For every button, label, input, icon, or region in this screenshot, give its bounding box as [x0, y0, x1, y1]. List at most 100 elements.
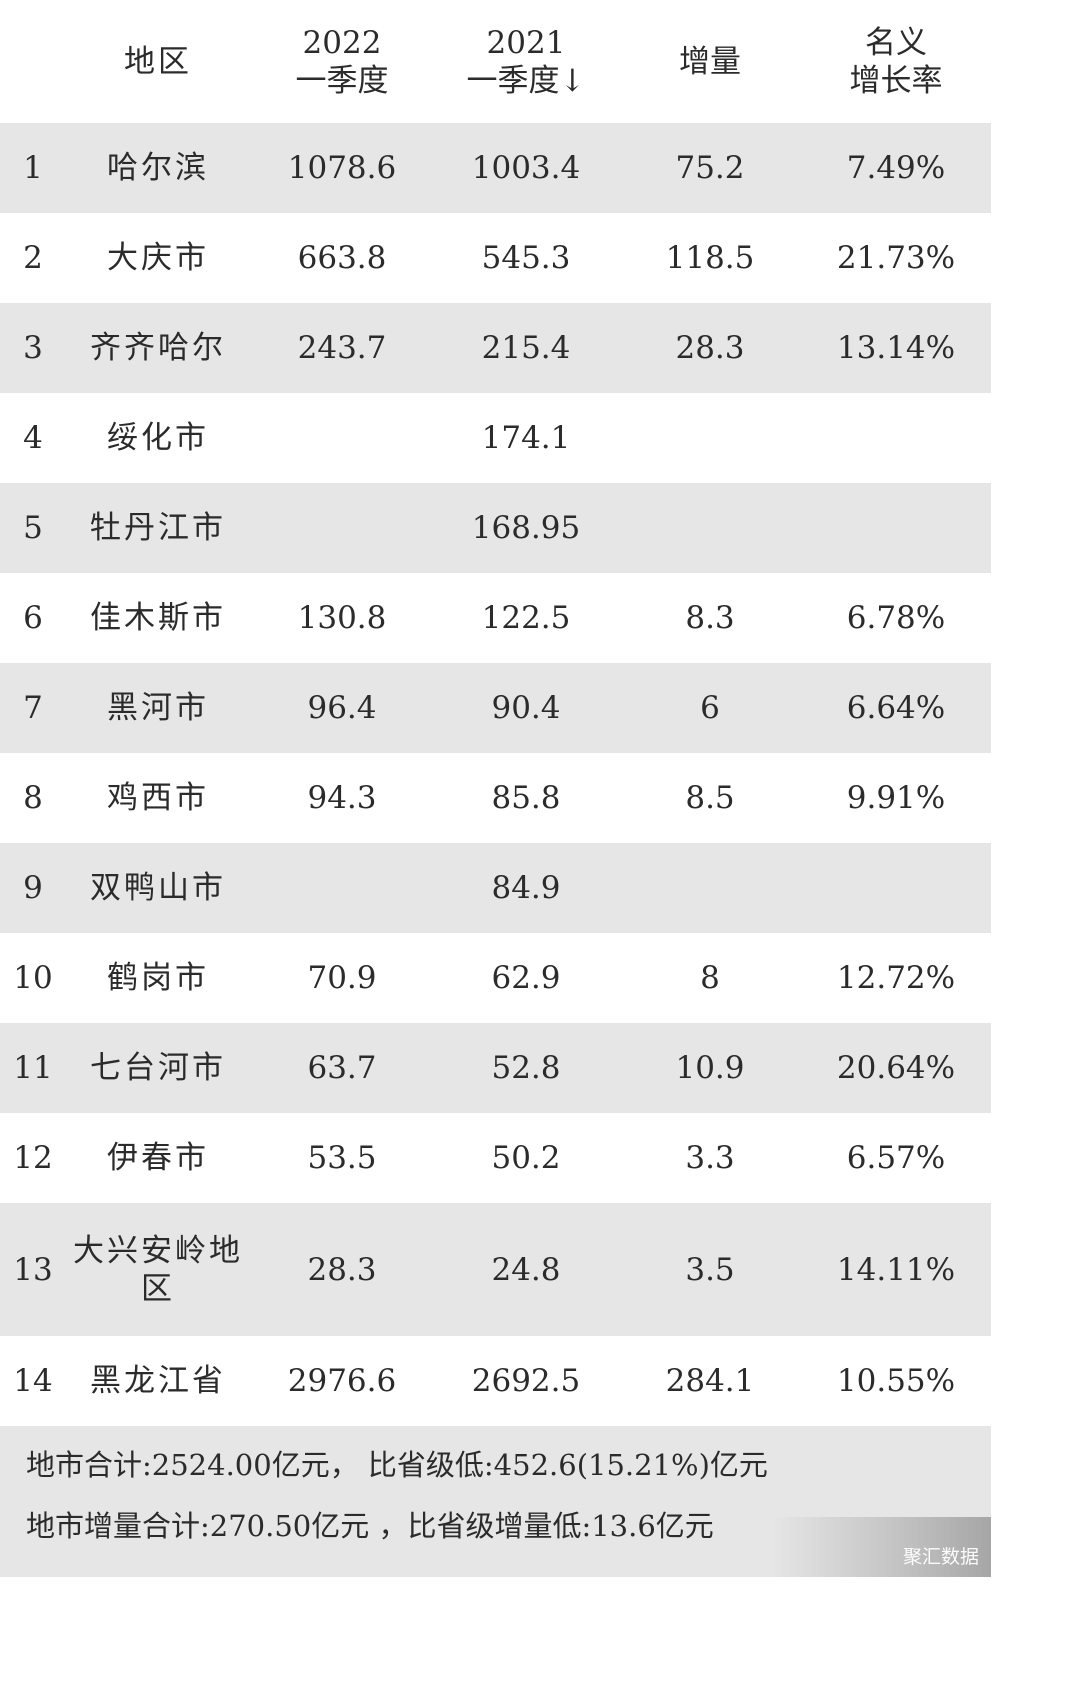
- row-value-2021: 545.3: [481, 240, 571, 276]
- header-rate-line2: 增长率: [849, 62, 943, 99]
- header-rate-line1: 名义: [865, 24, 927, 61]
- row-increment: 8.5: [685, 780, 735, 816]
- table-row: 13 大兴安岭地 区 28.3 24.8 3.5 14.11%: [0, 1203, 991, 1336]
- row-region: 哈尔滨: [107, 150, 209, 186]
- right-margin: [991, 0, 1079, 1708]
- row-value-2021: 24.8: [491, 1251, 561, 1288]
- row-increment: 8: [700, 960, 720, 996]
- row-index: 8: [23, 780, 43, 816]
- row-region: 鹤岗市: [107, 960, 209, 996]
- row-region: 伊春市: [107, 1140, 209, 1176]
- header-2022-period: 一季度: [295, 62, 389, 99]
- row-value-2022: 2976.6: [287, 1363, 397, 1399]
- summary-line-total: 地市合计:2524.00亿元， 比省级低:452.6(15.21%)亿元: [26, 1448, 768, 1482]
- row-index: 4: [23, 420, 43, 456]
- blurred-overlay: [771, 1517, 991, 1577]
- row-index: 13: [13, 1251, 53, 1288]
- row-growth-rate: 20.64%: [836, 1050, 956, 1086]
- row-growth-rate: 6.57%: [846, 1140, 946, 1176]
- row-index: 10: [13, 960, 53, 996]
- header-2021-period-sort-desc: 一季度↓: [466, 62, 586, 99]
- summary-notes: 地市合计:2524.00亿元， 比省级低:452.6(15.21%)亿元 地市增…: [0, 1426, 991, 1577]
- row-increment: 3.3: [685, 1140, 735, 1176]
- row-value-2021: 1003.4: [471, 150, 581, 186]
- row-value-2021: 174.1: [481, 420, 571, 456]
- row-value-2021: 90.4: [491, 690, 561, 726]
- row-index: 5: [23, 510, 43, 546]
- row-index: 6: [23, 600, 43, 636]
- table-body: 1 哈尔滨 1078.6 1003.4 75.2 7.49% 2 大庆市 663.8 545.3 1…: [0, 123, 991, 1426]
- row-region: 大庆市: [107, 240, 209, 276]
- row-index: 2: [23, 240, 43, 276]
- row-region: 齐齐哈尔: [90, 330, 226, 366]
- row-index: 9: [23, 870, 43, 906]
- header-increment: 增量: [679, 43, 741, 80]
- table-header: 地区 2022 一季度 2021 一季度↓ 增量 名义 增长率: [0, 0, 991, 123]
- table-row: 4 绥化市 174.1: [0, 393, 991, 483]
- row-value-2021: 62.9: [491, 960, 561, 996]
- summary-line-increment: 地市增量合计:270.50亿元 ，比省级增量低:13.6亿元: [26, 1509, 714, 1543]
- row-increment: 6: [700, 690, 720, 726]
- row-growth-rate: 21.73%: [836, 240, 956, 276]
- row-index: 7: [23, 690, 43, 726]
- table-row: 1 哈尔滨 1078.6 1003.4 75.2 7.49%: [0, 123, 991, 213]
- row-increment: 28.3: [675, 330, 745, 366]
- table-row: 11 七台河市 63.7 52.8 10.9 20.64%: [0, 1023, 991, 1113]
- row-increment: 75.2: [675, 150, 745, 186]
- row-region: 双鸭山市: [90, 870, 226, 906]
- table-row: 2 大庆市 663.8 545.3 118.5 21.73%: [0, 213, 991, 303]
- row-increment: 3.5: [685, 1251, 735, 1288]
- row-value-2021: 168.95: [471, 510, 581, 546]
- table-row: 8 鸡西市 94.3 85.8 8.5 9.91%: [0, 753, 991, 843]
- data-table: 地区 2022 一季度 2021 一季度↓ 增量 名义 增长率 1 哈尔滨 1078…: [0, 0, 991, 1577]
- header-2021[interactable]: 2021 一季度↓: [434, 24, 618, 100]
- header-2022-year: 2022: [302, 24, 382, 61]
- row-value-2021: 84.9: [491, 870, 561, 906]
- row-value-2022: 96.4: [307, 690, 377, 726]
- row-increment: 118.5: [665, 240, 755, 276]
- row-growth-rate: 6.78%: [846, 600, 946, 636]
- row-region: 佳木斯市: [90, 600, 226, 636]
- row-value-2021: 85.8: [491, 780, 561, 816]
- table-row: 12 伊春市 53.5 50.2 3.3 6.57%: [0, 1113, 991, 1203]
- row-increment: 284.1: [665, 1363, 755, 1399]
- row-increment: 8.3: [685, 600, 735, 636]
- table-row: 14 黑龙江省 2976.6 2692.5 284.1 10.55%: [0, 1336, 991, 1426]
- row-value-2022: 53.5: [307, 1140, 377, 1176]
- row-value-2022: 28.3: [307, 1251, 377, 1288]
- header-region: 地区: [124, 43, 192, 80]
- row-value-2022: 70.9: [307, 960, 377, 996]
- row-growth-rate: 7.49%: [846, 150, 946, 186]
- table-row: 6 佳木斯市 130.8 122.5 8.3 6.78%: [0, 573, 991, 663]
- header-2021-year: 2021: [486, 24, 566, 61]
- row-value-2021: 2692.5: [471, 1363, 581, 1399]
- row-value-2022: 663.8: [297, 240, 387, 276]
- header-rate: 名义 增长率: [802, 24, 990, 100]
- row-growth-rate: 9.91%: [846, 780, 946, 816]
- table-row: 9 双鸭山市 84.9: [0, 843, 991, 933]
- row-growth-rate: 12.72%: [836, 960, 956, 996]
- row-index: 3: [23, 330, 43, 366]
- row-index: 14: [13, 1363, 53, 1399]
- row-region: 大兴安岭地 区: [73, 1232, 243, 1307]
- row-index: 11: [13, 1050, 53, 1086]
- row-region: 七台河市: [90, 1050, 226, 1086]
- row-index: 12: [13, 1140, 53, 1176]
- table-row: 7 黑河市 96.4 90.4 6 6.64%: [0, 663, 991, 753]
- row-index: 1: [23, 150, 43, 186]
- row-region: 黑龙江省: [90, 1363, 226, 1399]
- table-row: 5 牡丹江市 168.95: [0, 483, 991, 573]
- row-growth-rate: 10.55%: [836, 1363, 956, 1399]
- row-region: 绥化市: [107, 420, 209, 456]
- row-increment: 10.9: [675, 1050, 745, 1086]
- row-growth-rate: 14.11%: [836, 1251, 956, 1288]
- row-growth-rate: 6.64%: [846, 690, 946, 726]
- row-value-2021: 122.5: [481, 600, 571, 636]
- row-value-2021: 50.2: [491, 1140, 561, 1176]
- row-region: 鸡西市: [107, 780, 209, 816]
- table-row: 10 鹤岗市 70.9 62.9 8 12.72%: [0, 933, 991, 1023]
- header-2022: 2022 一季度: [250, 24, 434, 100]
- row-value-2022: 130.8: [297, 600, 387, 636]
- row-value-2022: 1078.6: [287, 150, 397, 186]
- row-growth-rate: 13.14%: [836, 330, 956, 366]
